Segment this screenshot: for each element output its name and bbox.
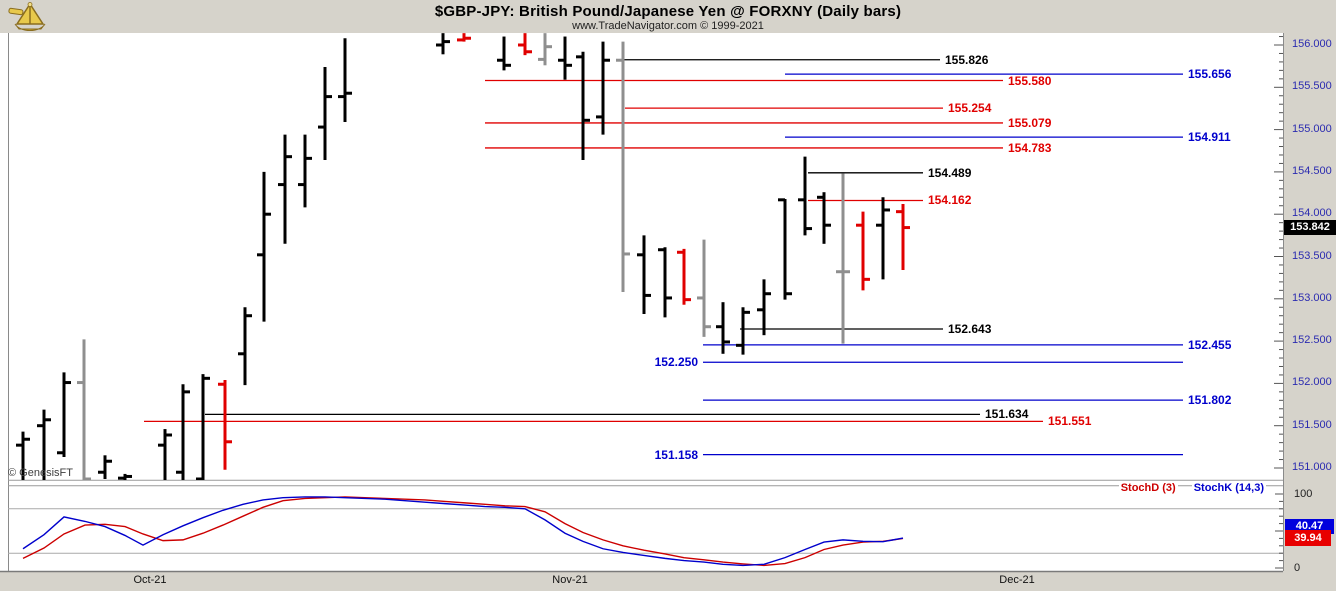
stoch-axis-min-label: 0 <box>1294 562 1301 574</box>
price-axis-label: 155.500 <box>1292 80 1332 93</box>
price-axis-label: 153.000 <box>1292 291 1332 304</box>
price-level-label: 152.250 <box>654 355 698 370</box>
time-axis-label[interactable]: Dec-21 <box>999 574 1035 586</box>
stoch-gridlines <box>8 508 1283 554</box>
price-axis-label: 151.000 <box>1292 461 1332 473</box>
price-level-label: 154.783 <box>1008 140 1052 155</box>
sextant-logo-icon <box>8 2 46 32</box>
stoch-d-line <box>22 496 904 567</box>
price-level-label: 151.802 <box>1188 393 1232 408</box>
time-axis-label[interactable]: Oct-21 <box>133 574 167 586</box>
price-level-label: 155.580 <box>1008 73 1052 88</box>
price-level-label: 154.489 <box>928 165 972 180</box>
stoch-axis-ticks <box>1275 493 1283 569</box>
price-level-label: 152.643 <box>948 322 992 336</box>
title-bar <box>0 0 1336 33</box>
stoch-k-line <box>22 496 904 567</box>
price-axis-label: 152.000 <box>1292 376 1332 389</box>
price-level-label: 154.911 <box>1188 130 1231 145</box>
stoch-d-legend-label[interactable]: StochD (3) <box>1118 482 1178 494</box>
price-pane-bars <box>16 33 910 480</box>
stoch-pane-lines <box>22 496 904 567</box>
price-axis-ticks <box>1274 36 1283 469</box>
price-level-label: 154.162 <box>928 193 972 208</box>
genesis-watermark: © GenesisFT <box>8 467 73 479</box>
chart-title: $GBP-JPY: British Pound/Japanese Yen @ F… <box>434 3 902 20</box>
last-price-badge: 153.842 <box>1284 220 1336 236</box>
stoch-k-legend-label[interactable]: StochK (14,3) <box>1191 482 1266 494</box>
price-level-label: 155.079 <box>1008 115 1052 130</box>
price-axis-label: 154.500 <box>1292 164 1332 177</box>
price-axis-strip[interactable] <box>1283 0 1336 591</box>
price-level-label: 151.634 <box>985 407 1029 422</box>
price-level-label: 155.826 <box>945 52 989 67</box>
price-level-label: 151.158 <box>654 447 698 462</box>
price-axis-label: 154.000 <box>1292 207 1332 220</box>
price-axis-label: 151.500 <box>1292 418 1332 431</box>
price-level-label: 155.254 <box>948 101 992 116</box>
stoch-axis-max-label: 100 <box>1294 488 1313 500</box>
price-level-label: 152.455 <box>1188 337 1232 352</box>
time-axis-label[interactable]: Nov-21 <box>552 574 588 586</box>
price-axis-label: 152.500 <box>1292 334 1332 347</box>
price-axis-label: 156.000 <box>1292 38 1332 50</box>
price-level-label: 155.656 <box>1188 67 1232 82</box>
stoch-legend: StochD (3) StochK (14,3) <box>1118 482 1266 494</box>
chart-subtitle: www.TradeNavigator.com © 1999-2021 <box>572 20 764 32</box>
price-level-label: 151.551 <box>1048 414 1092 429</box>
stoch-d-value-badge: 39.94 <box>1285 530 1331 546</box>
time-axis-strip[interactable] <box>0 571 1283 591</box>
price-axis-label: 155.000 <box>1292 122 1332 135</box>
price-axis-label: 153.500 <box>1292 249 1332 262</box>
